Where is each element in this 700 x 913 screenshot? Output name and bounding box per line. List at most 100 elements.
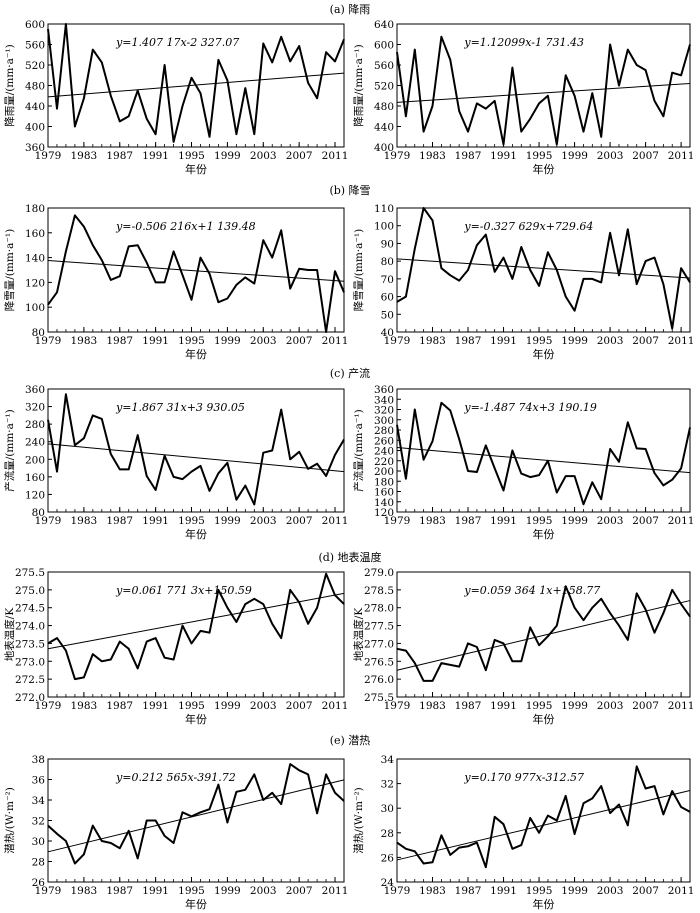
x-tick-label: 1995 <box>178 150 205 162</box>
data-point <box>618 624 620 627</box>
data-point <box>618 461 620 463</box>
data-point <box>325 475 327 477</box>
y-tick-label: 277.0 <box>364 638 394 650</box>
data-point <box>146 641 148 643</box>
data-point <box>262 452 264 454</box>
x-tick-label: 2007 <box>286 700 313 712</box>
data-point <box>423 459 425 461</box>
x-tick-label: 2011 <box>668 515 695 527</box>
data-point <box>449 664 451 666</box>
data-point <box>609 43 611 46</box>
data-point <box>155 819 157 822</box>
data-point <box>396 51 398 53</box>
y-tick-label: 80 <box>32 507 45 519</box>
x-tick-label: 1987 <box>106 885 133 897</box>
data-point <box>253 503 255 506</box>
data-point <box>520 844 522 846</box>
data-point <box>582 131 585 133</box>
data-point <box>547 635 549 637</box>
data-point <box>671 479 673 481</box>
y-tick-label: 24 <box>381 877 395 889</box>
data-point <box>485 107 487 110</box>
data-point <box>199 630 202 632</box>
data-point <box>235 621 237 623</box>
y-tick-label: 100 <box>25 302 45 314</box>
y-tick-label: 274.5 <box>15 603 45 615</box>
y-tick-label: 120 <box>25 277 45 289</box>
data-point <box>74 678 76 680</box>
data-point <box>653 472 656 474</box>
x-tick-label: 1979 <box>35 150 62 162</box>
y-tick-label: 28 <box>32 857 45 869</box>
data-point <box>208 808 211 810</box>
data-point <box>396 301 398 303</box>
data-point <box>511 66 514 69</box>
data-point <box>449 854 451 856</box>
y-axis-label: 降雪量/(mm·a⁻¹) <box>352 229 365 312</box>
data-point <box>414 408 416 411</box>
x-tick-label: 1987 <box>106 700 133 712</box>
y-tick-label: 360 <box>25 384 45 396</box>
y-tick-label: 180 <box>25 203 45 215</box>
data-point <box>485 233 487 236</box>
data-point <box>600 498 602 500</box>
data-point <box>396 648 398 650</box>
data-point <box>458 110 460 112</box>
y-tick-label: 320 <box>25 402 45 414</box>
y-tick-label: 440 <box>25 101 45 113</box>
data-point <box>190 815 193 818</box>
data-point <box>65 649 67 652</box>
data-point <box>110 842 112 844</box>
trend-line <box>396 82 691 103</box>
data-point <box>396 424 398 426</box>
data-point <box>74 125 76 128</box>
x-tick-label: 2011 <box>668 885 695 897</box>
data-point <box>627 639 629 641</box>
data-point <box>253 598 255 600</box>
data-point <box>414 850 416 852</box>
regression-equation: y=0.061 771 3x+150.59 <box>115 584 252 597</box>
x-tick-label: 1995 <box>178 700 205 712</box>
data-point <box>334 270 336 272</box>
data-point <box>618 84 620 87</box>
data-point <box>494 100 496 102</box>
data-point <box>262 603 264 605</box>
data-point <box>217 301 220 303</box>
data-point <box>334 60 336 63</box>
data-point <box>316 607 318 609</box>
data-point <box>217 472 220 474</box>
y-tick-label: 28 <box>381 828 394 840</box>
data-point <box>289 589 291 591</box>
x-tick-label: 1983 <box>71 885 98 897</box>
data-point <box>181 624 184 627</box>
x-tick-label: 2007 <box>632 515 659 527</box>
y-axis-label: 降雪量/(mm·a⁻¹) <box>3 229 16 312</box>
x-tick-label: 1979 <box>384 885 411 897</box>
data-point <box>56 291 58 293</box>
data-point <box>217 59 220 61</box>
data-point <box>164 455 166 457</box>
section-title: (e) 潜热 <box>330 733 371 747</box>
x-tick-label: 1979 <box>35 335 62 347</box>
data-point <box>582 503 585 505</box>
data-point <box>190 299 193 301</box>
data-point <box>565 295 567 298</box>
y-tick-label: 275.5 <box>364 692 394 704</box>
data-point <box>476 471 478 473</box>
data-point <box>511 278 514 280</box>
data-point <box>226 462 228 464</box>
series-line <box>396 207 691 330</box>
data-point <box>582 278 585 280</box>
y-axis-label: 产流量/(mm·a⁻¹) <box>3 409 16 492</box>
y-tick-label: 140 <box>25 253 45 265</box>
data-point <box>431 680 434 682</box>
data-point <box>511 848 514 850</box>
y-tick-label: 600 <box>374 40 394 52</box>
data-point <box>199 92 202 94</box>
y-tick-label: 34 <box>32 795 46 807</box>
x-tick-label: 1987 <box>455 150 482 162</box>
x-tick-label: 1983 <box>419 515 446 527</box>
data-point <box>119 275 121 277</box>
data-point <box>556 624 558 627</box>
